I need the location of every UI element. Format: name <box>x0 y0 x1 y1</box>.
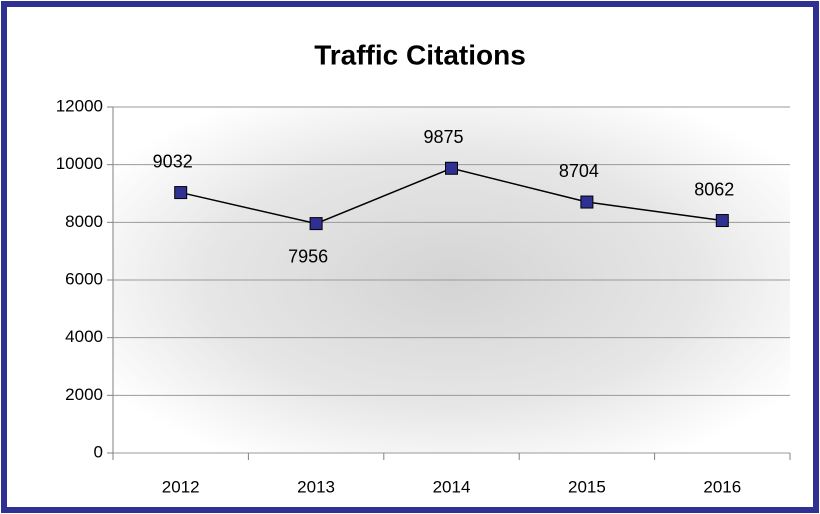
chart-title: Traffic Citations <box>314 39 526 70</box>
marker <box>309 217 323 231</box>
x-tick-label: 2015 <box>568 477 606 496</box>
y-tick-label: 6000 <box>65 269 103 288</box>
y-tick-label: 12000 <box>56 96 103 115</box>
data-label: 9032 <box>153 151 193 171</box>
x-tick-label: 2014 <box>433 477 471 496</box>
y-tick-label: 2000 <box>65 385 103 404</box>
y-tick-label: 4000 <box>65 327 103 346</box>
data-label: 7956 <box>288 246 328 266</box>
x-tick-label: 2012 <box>162 477 200 496</box>
x-tick-label: 2013 <box>297 477 335 496</box>
x-tick-label: 2016 <box>703 477 741 496</box>
y-tick-label: 8000 <box>65 212 103 231</box>
marker <box>580 195 594 209</box>
marker <box>715 214 729 228</box>
data-label: 8704 <box>559 161 599 181</box>
data-label: 8062 <box>694 179 734 199</box>
marker <box>445 161 458 175</box>
marker <box>174 186 188 200</box>
data-label: 9875 <box>423 127 463 147</box>
y-tick-label: 0 <box>94 442 103 461</box>
y-tick-label: 10000 <box>56 154 103 173</box>
